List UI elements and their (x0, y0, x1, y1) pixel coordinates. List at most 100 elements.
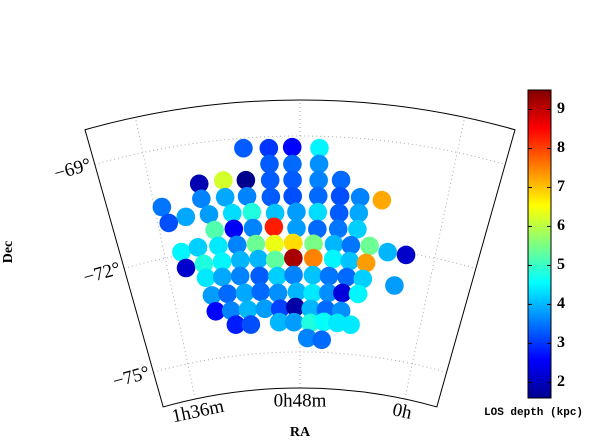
data-point (348, 219, 367, 239)
data-point (349, 203, 369, 223)
data-point (396, 245, 416, 265)
data-point (287, 218, 306, 238)
data-point (314, 312, 334, 332)
data-point (189, 174, 209, 194)
data-point (324, 234, 344, 254)
colorbar-tick-label: 7 (557, 178, 565, 195)
data-point (341, 235, 361, 255)
colorbar-tick-label: 9 (557, 100, 565, 117)
data-point (213, 267, 232, 287)
data-point (303, 283, 322, 303)
frame (84, 99, 516, 408)
data-point (230, 250, 250, 270)
data-point (303, 265, 323, 285)
data-point (260, 170, 280, 190)
data-point (284, 265, 303, 285)
data-point (340, 251, 359, 271)
data-point (255, 299, 275, 319)
colorbar-tick-label: 2 (557, 373, 565, 390)
data-point (331, 170, 351, 190)
data-point (206, 301, 226, 321)
data-point (222, 203, 242, 223)
data-point (176, 207, 196, 227)
data-point (226, 315, 246, 334)
data-point (301, 299, 320, 319)
data-point (227, 235, 247, 255)
data-point (230, 266, 250, 286)
y-tick-label: −72° (81, 258, 123, 288)
data-point (265, 250, 285, 270)
data-point (172, 242, 191, 262)
colorbar-tick-label: 8 (557, 139, 565, 156)
data-point (243, 218, 263, 238)
data-point (318, 283, 338, 303)
grid-line (404, 117, 466, 400)
data-point (261, 187, 281, 207)
data-point (221, 301, 241, 320)
data-point (268, 266, 287, 286)
data-point (312, 330, 331, 350)
data-point (249, 249, 268, 269)
data-point (341, 315, 360, 335)
data-point (235, 283, 255, 303)
data-point (287, 282, 307, 302)
data-point (215, 187, 235, 207)
data-point (209, 236, 228, 256)
data-point (214, 171, 233, 190)
data-point (286, 297, 305, 317)
data-point (224, 219, 244, 239)
data-point (304, 234, 323, 254)
data-point (348, 284, 368, 304)
data-point (308, 219, 327, 239)
data-point (353, 269, 373, 289)
data-point (329, 203, 349, 223)
data-point (218, 284, 237, 304)
data-point (265, 203, 285, 223)
data-point (196, 268, 216, 288)
colorbar-tick-label: 4 (557, 295, 565, 312)
data-point (246, 234, 266, 254)
data-point (159, 213, 179, 233)
grid-line (134, 117, 196, 400)
data-point (250, 266, 269, 286)
y-tick-label: −75° (110, 362, 152, 392)
data-point (360, 236, 379, 256)
x-axis-label: RA (290, 425, 311, 440)
data-point (268, 283, 288, 303)
data-point (287, 202, 306, 222)
data-point (264, 217, 284, 237)
data-point (236, 170, 256, 190)
data-point (350, 187, 370, 207)
data-point (310, 138, 329, 158)
data-point (283, 186, 303, 206)
data-point (303, 248, 323, 268)
data-point (284, 312, 304, 332)
data-point (199, 205, 219, 224)
data-point (152, 197, 172, 217)
data-point (242, 202, 262, 222)
data-point (259, 138, 279, 158)
colorbar-tick-label: 5 (557, 256, 565, 273)
data-point (205, 220, 224, 240)
x-tick-label: 1h36m (170, 396, 226, 428)
data-point (333, 283, 352, 303)
data-point (234, 138, 253, 158)
data-point (301, 313, 320, 333)
data-point (308, 186, 328, 206)
colorbar-tick-label: 6 (557, 217, 565, 234)
data-point (237, 187, 257, 206)
data-point (269, 312, 289, 332)
data-point (265, 234, 284, 254)
data-point (323, 249, 343, 269)
data-point (192, 189, 211, 209)
data-point (270, 299, 290, 319)
y-axis-label: Dec (1, 241, 16, 264)
x-tick-label: 0h (391, 399, 414, 424)
x-tick-label: 0h48m (274, 390, 327, 411)
data-point (176, 258, 196, 278)
data-point (283, 170, 302, 190)
data-point (319, 266, 339, 286)
y-tick-label: −69° (52, 154, 94, 184)
